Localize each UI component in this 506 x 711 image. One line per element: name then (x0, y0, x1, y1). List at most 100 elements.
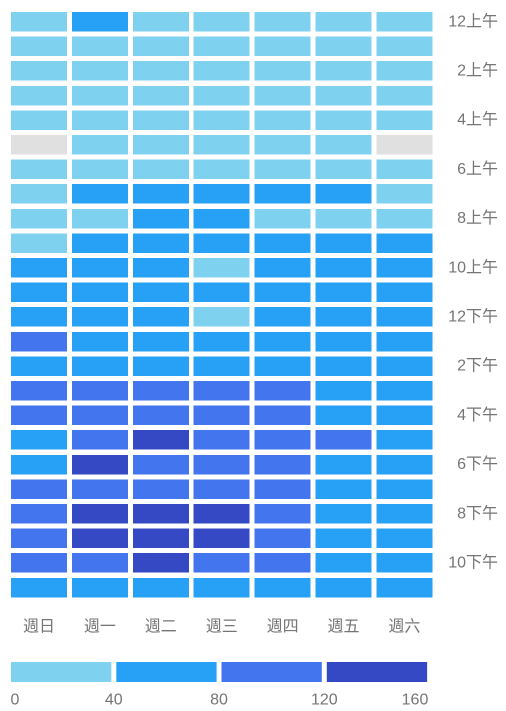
heatmap-cell (193, 184, 250, 204)
heatmap-cell (376, 12, 433, 32)
heatmap-cell (376, 479, 433, 499)
heatmap-cell (11, 233, 67, 253)
y-tick-label: 10下午 (448, 554, 498, 572)
heatmap-cell (71, 61, 128, 81)
heatmap-cell (193, 208, 250, 229)
heatmap-cell (71, 577, 128, 598)
heatmap-cell (315, 553, 372, 573)
heatmap-cell (315, 331, 372, 352)
heatmap-cell (254, 12, 311, 32)
heatmap-cell (254, 135, 311, 155)
heatmap-cell (193, 553, 250, 573)
x-tick-label: 週一 (84, 618, 116, 636)
heatmap-cell (71, 110, 128, 130)
heatmap-cell (315, 36, 372, 57)
heatmap-cell (71, 208, 128, 229)
heatmap-cell (376, 110, 433, 130)
legend-swatch (11, 662, 112, 682)
heatmap-cell (254, 528, 311, 549)
heatmap-cell (71, 504, 128, 524)
heatmap-cell (132, 307, 189, 327)
heatmap-cell (254, 405, 311, 426)
heatmap-cell (376, 405, 433, 426)
heatmap-cell (71, 184, 128, 204)
x-tick-label: 週五 (327, 618, 359, 636)
heatmap-cell (376, 258, 433, 278)
legend-swatch (326, 662, 428, 682)
heatmap-cell (376, 233, 433, 253)
heatmap-cell (315, 258, 372, 278)
heatmap-cell (71, 135, 128, 155)
heatmap-cell (132, 184, 189, 204)
heatmap-cell (315, 504, 372, 524)
x-tick-label: 週三 (206, 618, 238, 636)
heatmap-cell (376, 356, 433, 376)
y-tick-label: 8上午 (457, 209, 498, 227)
heatmap-cell (11, 577, 67, 598)
legend-swatch (221, 662, 322, 682)
heatmap-cell (132, 528, 189, 549)
heatmap-cell (376, 331, 433, 352)
heatmap-cell (254, 479, 311, 499)
y-axis-labels: 12上午 2上午 4上午 6上午 8上午 10上午 12下午 2下午 4下午 6下午 8下午 10下午 (448, 12, 498, 571)
heatmap-cell (132, 282, 189, 303)
heatmap-cell (132, 135, 189, 155)
heatmap-cell (315, 528, 372, 549)
heatmap-cell (376, 504, 433, 524)
heatmap-cell (254, 258, 311, 278)
heatmap-cell (254, 307, 311, 327)
heatmap-cell (193, 159, 250, 180)
y-tick-label: 12下午 (448, 308, 498, 326)
heatmap-cell (193, 282, 250, 303)
heatmap-cell (193, 454, 250, 475)
heatmap-cell (254, 504, 311, 524)
heatmap-cell (254, 577, 311, 598)
heatmap-cell (193, 85, 250, 106)
y-tick-label: 6上午 (457, 160, 498, 178)
heatmap-cell (315, 184, 372, 204)
heatmap-cell (315, 577, 372, 598)
heatmap-cell (132, 110, 189, 130)
heatmap-cell (193, 110, 250, 130)
heatmap-cell (315, 282, 372, 303)
heatmap-cell (132, 36, 189, 57)
heatmap-cell (315, 307, 372, 327)
heatmap-cell (376, 528, 433, 549)
heatmap-cell (315, 110, 372, 130)
heatmap-cell (132, 577, 189, 598)
legend-tick-label: 40 (105, 692, 123, 709)
heatmap-cell (193, 430, 250, 450)
heatmap-cell (376, 184, 433, 204)
heatmap-cell (132, 381, 189, 401)
heatmap-cell (132, 479, 189, 499)
x-tick-label: 週六 (388, 618, 420, 636)
heatmap-cell (193, 504, 250, 524)
heatmap-cell (71, 233, 128, 253)
y-tick-label: 4下午 (457, 406, 498, 424)
heatmap-cell (132, 553, 189, 573)
heatmap-cell (254, 61, 311, 81)
heatmap-cell (376, 36, 433, 57)
heatmap-cell (254, 36, 311, 57)
legend-swatch (116, 662, 217, 682)
heatmap-cell (132, 405, 189, 426)
heatmap-cell (11, 12, 67, 32)
x-tick-label: 週四 (267, 618, 299, 636)
heatmap-cell (193, 36, 250, 57)
y-tick-label: 6下午 (457, 455, 498, 473)
heatmap-cell (254, 331, 311, 352)
heatmap-cell (11, 405, 67, 426)
legend-tick-label: 80 (210, 692, 228, 709)
x-tick-label: 週二 (145, 618, 177, 636)
heatmap-cell (71, 479, 128, 499)
color-legend: 0 40 80 120 160 (11, 662, 428, 709)
heatmap-cell (11, 36, 67, 57)
heatmap-cell (254, 110, 311, 130)
heatmap-cell (193, 135, 250, 155)
heatmap-cell (254, 381, 311, 401)
heatmap-cell (315, 208, 372, 229)
y-tick-label: 10上午 (448, 258, 498, 276)
heatmap-cell (254, 85, 311, 106)
heatmap-cell (132, 504, 189, 524)
heatmap-cell (376, 430, 433, 450)
